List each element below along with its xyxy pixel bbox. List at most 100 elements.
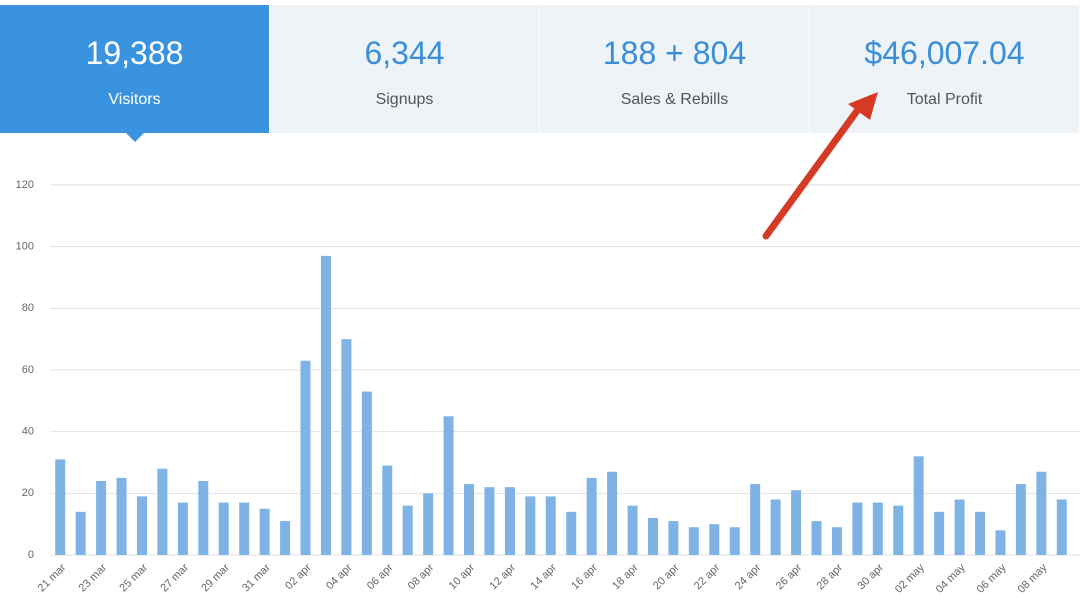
bar [627,505,638,555]
x-tick-label: 02 may [893,561,927,595]
stat-tile[interactable]: 19,388 Visitors [0,5,270,142]
x-tick-label: 24 apr [733,561,764,592]
stat-label: Total Profit [906,91,983,108]
x-tick-label: 12 apr [488,561,519,592]
bar [545,496,556,555]
x-tick-label: 22 apr [692,561,723,592]
x-tick-label: 06 may [975,561,1009,595]
bar [300,360,311,555]
bar [239,502,250,555]
bar [116,477,127,555]
stat-label: Signups [375,91,434,108]
y-tick-label: 60 [22,364,34,376]
bar [1056,499,1067,555]
bar [811,521,822,555]
bar [647,518,658,555]
x-tick-label: 10 apr [447,561,478,592]
bar [361,391,372,555]
x-tick-label: 06 apr [365,561,396,592]
stat-tile[interactable]: 188 + 804 Sales & Rebills [540,5,810,133]
bar [177,502,188,555]
stat-value: $46,007.04 [864,35,1025,71]
bar [136,496,147,555]
x-tick-label: 16 apr [569,561,600,592]
bar [198,481,209,555]
annotation-arrow [762,92,878,240]
bar [1036,471,1047,555]
bar [852,502,863,555]
bar [55,459,66,555]
x-tick-label: 14 apr [528,561,559,592]
stat-tile[interactable]: 6,344 Signups [270,5,540,133]
y-tick-label: 40 [22,426,34,438]
bar [688,527,699,555]
bar [995,530,1006,555]
x-tick-label: 08 may [1016,561,1050,595]
x-tick-label: 18 apr [610,561,641,592]
bar [75,511,86,555]
x-tick-label: 29 mar [199,561,232,594]
bar [280,521,291,555]
y-tick-label: 0 [28,549,34,561]
x-tick-label: 21 mar [36,561,69,594]
bar [566,511,577,555]
y-tick-label: 80 [22,302,34,314]
bar [484,487,495,555]
bar [770,499,781,555]
bar [893,505,904,555]
bar [954,499,965,555]
bar [586,477,597,555]
bar [791,490,802,555]
y-tick-label: 120 [16,179,34,191]
bar [259,508,270,555]
arrow-head [848,92,878,120]
y-tick-label: 20 [22,487,34,499]
bar [504,487,515,555]
x-tick-label: 04 may [934,561,968,595]
bar [320,255,331,555]
bar [157,468,168,555]
stat-label: Visitors [108,91,161,108]
x-tick-label: 04 apr [324,561,355,592]
bar [96,481,107,555]
x-tick-label: 25 mar [117,561,150,594]
bar [402,505,413,555]
x-tick-label: 08 apr [406,561,437,592]
bar [464,484,475,555]
bar [975,511,986,555]
stat-value: 6,344 [364,35,445,71]
bar [443,416,454,555]
stat-tile[interactable]: $46,007.04 Total Profit [810,5,1080,133]
bar [218,502,229,555]
bar [525,496,536,555]
bar [607,471,618,555]
x-tick-label: 20 apr [651,561,682,592]
stat-tiles: 19,388 Visitors 6,344 Signups 188 + 804 Sal… [0,5,1080,142]
x-tick-label: 26 apr [774,561,805,592]
bar [1015,484,1026,555]
bar [341,339,352,555]
bar [668,521,679,555]
stat-value: 188 + 804 [602,35,747,71]
bar [913,456,924,555]
bar [750,484,761,555]
bar [872,502,883,555]
x-tick-label: 27 mar [158,561,191,594]
stat-value: 19,388 [85,35,184,71]
bar [382,465,393,555]
bar [423,493,434,555]
x-tick-label: 02 apr [283,561,314,592]
x-tick-label: 23 mar [77,561,110,594]
y-tick-label: 100 [16,241,34,253]
x-tick-label: 28 apr [815,561,846,592]
bar [709,524,720,555]
x-tick-label: 31 mar [240,561,273,594]
bar [831,527,842,555]
bar [934,511,945,555]
x-tick-label: 30 apr [855,561,886,592]
arrow-shaft [762,100,866,240]
stat-label: Sales & Rebills [620,91,729,108]
